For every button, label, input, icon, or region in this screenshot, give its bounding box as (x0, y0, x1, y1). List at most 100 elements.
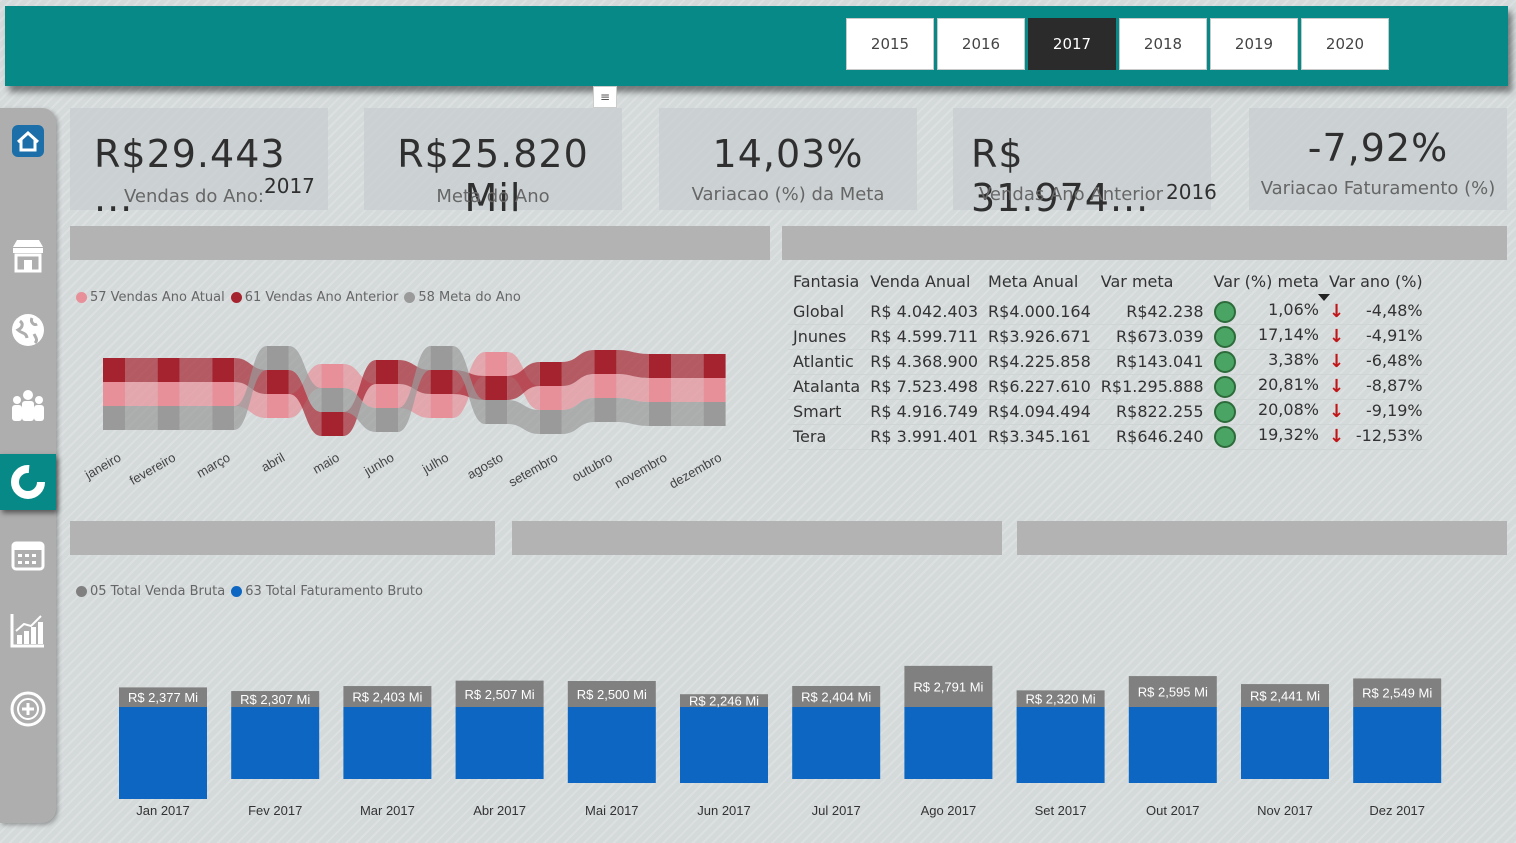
bar-venda-bruta[interactable] (1241, 684, 1329, 707)
nav-growth[interactable] (0, 605, 56, 655)
table-row[interactable]: Smart R$ 4.916.749 R$4.094.494 R$822.255 20,… (788, 399, 1428, 425)
ribbon-segment[interactable] (703, 354, 726, 378)
legend-item[interactable]: 61 Vendas Ano Anterior (230, 290, 398, 305)
ribbon-segment[interactable] (703, 378, 726, 402)
nav-home[interactable] (0, 116, 56, 166)
ribbon-segment[interactable] (485, 376, 508, 400)
nav-calendar[interactable] (0, 530, 56, 580)
ribbon-segment[interactable] (321, 364, 344, 388)
bar-category-label: Dez 2017 (1369, 803, 1425, 818)
nav-people[interactable] (0, 380, 56, 430)
column-header[interactable]: Venda Anual (870, 272, 971, 291)
ribbon-segment[interactable] (212, 406, 235, 430)
ribbon-segment[interactable] (212, 382, 235, 406)
sort-desc-icon[interactable] (1318, 294, 1330, 301)
table-row[interactable]: Atalanta R$ 7.523.498 R$6.227.610 R$1.295.8… (788, 374, 1428, 400)
ribbon-segment[interactable] (376, 384, 398, 408)
bar-faturamento-bruto[interactable] (567, 707, 656, 783)
bar-venda-bruta[interactable] (904, 665, 993, 707)
ribbon-segment[interactable] (485, 352, 508, 376)
bar-venda-bruta[interactable] (455, 680, 544, 707)
ribbon-segment[interactable] (594, 374, 617, 398)
legend-item[interactable]: 57 Vendas Ano Atual (76, 290, 225, 305)
column-header[interactable]: Var ano (%) (1328, 272, 1423, 291)
ribbon-segment[interactable] (539, 362, 562, 386)
bar-venda-bruta[interactable] (1016, 690, 1105, 707)
ribbon-segment[interactable] (539, 386, 562, 410)
nav-add[interactable] (0, 684, 56, 734)
globe-icon (12, 314, 44, 346)
bar-faturamento-bruto[interactable] (1016, 707, 1105, 783)
kpi-vendas-ano-anterior: R$ 31.974... Vendas Ano Anterior 2016 (953, 108, 1217, 220)
bar-faturamento-bruto[interactable] (904, 707, 993, 779)
ribbon-segment[interactable] (321, 412, 344, 436)
ribbon-segment[interactable] (649, 402, 671, 426)
year-button-2016[interactable]: 2016 (937, 18, 1025, 70)
ribbon-segment[interactable] (157, 382, 180, 406)
bar-venda-bruta[interactable] (792, 685, 881, 707)
ribbon-segment[interactable] (539, 410, 562, 434)
bar-faturamento-bruto[interactable] (680, 707, 768, 783)
column-header[interactable]: Meta Anual (988, 272, 1079, 291)
ribbon-segment[interactable] (103, 406, 125, 430)
year-button-2019[interactable]: 2019 (1210, 18, 1298, 70)
nav-globe[interactable] (0, 305, 56, 355)
bar-data-label: R$ 2,500 Mi (577, 687, 647, 702)
ribbon-segment[interactable] (266, 370, 289, 394)
bar-venda-bruta[interactable] (231, 691, 320, 707)
ribbon-segment[interactable] (649, 378, 671, 402)
ribbon-segment[interactable] (430, 346, 453, 370)
bar-faturamento-bruto[interactable] (231, 707, 320, 779)
bar-faturamento-bruto[interactable] (1241, 707, 1329, 779)
ribbon-segment[interactable] (103, 358, 125, 382)
bar-faturamento-bruto[interactable] (119, 707, 207, 799)
bar-faturamento-bruto[interactable] (792, 707, 881, 779)
ribbon-segment[interactable] (485, 400, 508, 424)
legend-item[interactable]: 58 Meta do Ano (404, 290, 521, 305)
bar-venda-bruta[interactable] (1128, 676, 1217, 707)
year-button-2018[interactable]: 2018 (1119, 18, 1207, 70)
year-button-2015[interactable]: 2015 (846, 18, 934, 70)
ribbon-segment[interactable] (157, 358, 180, 382)
column-header[interactable]: Var meta (1100, 272, 1174, 291)
ribbon-segment[interactable] (376, 360, 398, 384)
ribbon-segment[interactable] (649, 354, 671, 378)
legend-item[interactable]: 63 Total Faturamento Bruto (231, 584, 423, 599)
bar-venda-bruta[interactable] (343, 686, 432, 707)
table-row[interactable]: Global R$ 4.042.403 R$4.000.164 R$42.238 1,0… (788, 299, 1428, 325)
ribbon-segment[interactable] (266, 394, 289, 418)
ribbon-segment[interactable] (430, 394, 453, 418)
ribbon-segment[interactable] (376, 408, 398, 432)
ribbon-segment[interactable] (157, 406, 180, 430)
bar-venda-bruta[interactable] (119, 687, 207, 707)
filter-icon[interactable]: ≡ (593, 86, 617, 108)
table-row[interactable]: Jnunes R$ 4.599.711 R$3.926.671 R$673.039 17… (788, 324, 1428, 350)
nav-stores[interactable] (0, 230, 56, 280)
bar-faturamento-bruto[interactable] (343, 707, 432, 779)
bar-venda-bruta[interactable] (1353, 678, 1442, 707)
year-button-2020[interactable]: 2020 (1301, 18, 1389, 70)
ribbon-segment[interactable] (266, 346, 289, 370)
year-button-2017[interactable]: 2017 (1028, 18, 1116, 70)
table-row[interactable]: Atlantic R$ 4.368.900 R$4.225.858 R$143.041… (788, 349, 1428, 375)
bar-venda-bruta[interactable] (567, 681, 656, 707)
ribbon-segment[interactable] (321, 388, 344, 412)
ribbon-segment[interactable] (594, 350, 617, 374)
ribbon-segment[interactable] (212, 358, 235, 382)
ribbon-segment[interactable] (103, 382, 125, 406)
kpi-year: 2017 (264, 174, 315, 198)
bar-data-label: R$ 2,403 Mi (352, 690, 422, 705)
legend-item[interactable]: 05 Total Venda Bruta (76, 584, 225, 599)
table-row[interactable]: Tera R$ 3.991.401 R$3.345.161 R$646.240 19,3… (788, 424, 1428, 450)
bar-faturamento-bruto[interactable] (455, 707, 544, 779)
ribbon-segment[interactable] (594, 398, 617, 422)
ribbon-segment[interactable] (703, 402, 726, 426)
bar-faturamento-bruto[interactable] (1128, 707, 1217, 783)
column-header[interactable]: Var (%) meta (1213, 272, 1319, 291)
bar-faturamento-bruto[interactable] (1353, 707, 1442, 783)
ribbon-segment[interactable] (430, 370, 453, 394)
down-arrow-icon: ↓ (1328, 351, 1345, 372)
nav-dashboard[interactable] (0, 454, 56, 510)
column-header[interactable]: Fantasia (793, 272, 860, 291)
bar-venda-bruta[interactable] (680, 694, 768, 707)
